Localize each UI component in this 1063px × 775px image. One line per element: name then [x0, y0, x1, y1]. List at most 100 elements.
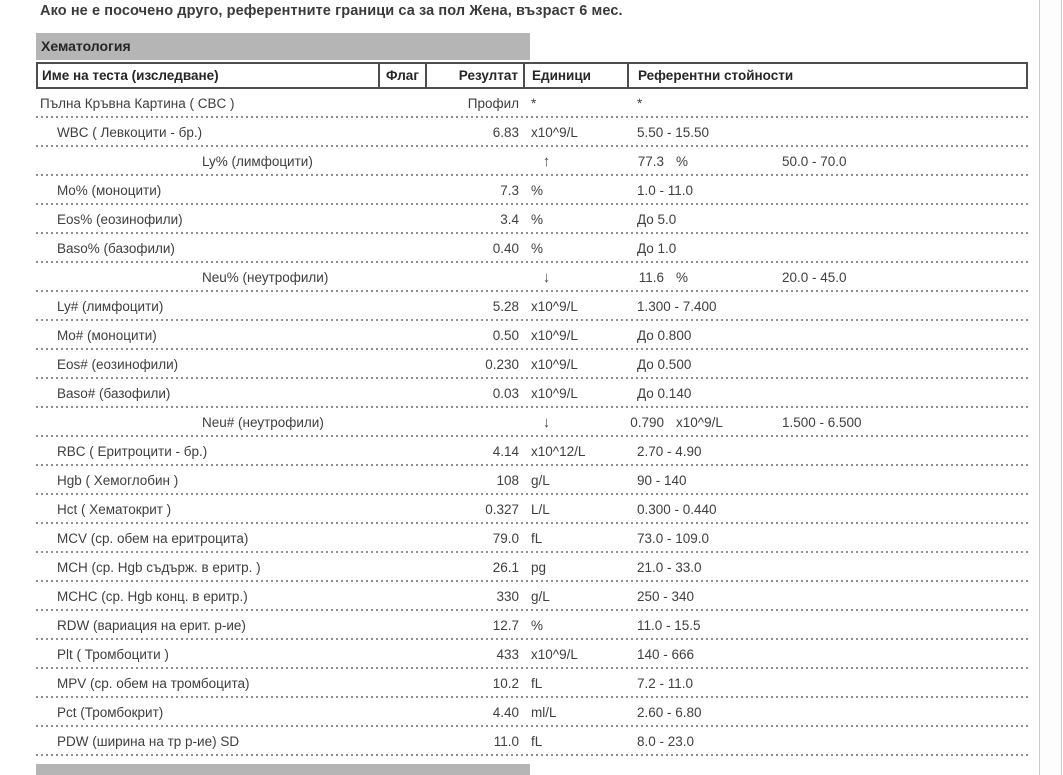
result-cell: 0.50	[492, 328, 519, 343]
table-row: PDW (ширина на тр р-ие) SD 11.0 fL 8.0 - 23…	[36, 727, 1028, 756]
table-row: MCHC (ср. Hgb конц. в еритр.) 330 g/L 250 -…	[36, 582, 1028, 611]
section-title: Хематология	[41, 38, 131, 54]
units-cell: x10^9/L	[531, 647, 578, 662]
units-cell: x10^9/L	[676, 415, 723, 430]
result-cell: 11.0	[493, 734, 519, 749]
test-name-cell: Ly% (лимфоцити)	[202, 154, 313, 169]
result-cell: 108	[496, 473, 519, 488]
result-cell: Профил	[467, 96, 519, 111]
result-cell: 77.3	[637, 154, 664, 169]
result-cell: 5.28	[492, 299, 519, 314]
result-cell: 10.2	[492, 676, 519, 691]
reference-cell: 21.0 - 33.0	[637, 560, 702, 575]
table-row: RDW (вариация на ерит. р-ие) 12.7% 11.0 - …	[36, 611, 1028, 640]
result-cell: 3.4	[500, 212, 519, 227]
units-cell: g/L	[531, 473, 550, 488]
reference-cell: 250 - 340	[637, 589, 695, 604]
table-row: Mo% (моноцити) 7.3% 1.0 - 11.0	[36, 176, 1028, 205]
table-row: Eos# (еозинофили) 0.230 x10^9/L До 0.500	[36, 350, 1028, 379]
reference-cell: 7.2 - 11.0	[637, 676, 694, 691]
result-cell: 0.40	[492, 241, 519, 256]
table-row: Hgb ( Хемоглобин ) 108 g/L 90 - 140	[36, 466, 1028, 495]
units-cell: g/L	[531, 589, 550, 604]
test-name-cell: RDW (вариация на ерит. р-ие)	[57, 618, 246, 633]
result-cell: 330	[496, 589, 519, 604]
column-header-flag: Флаг	[380, 64, 427, 87]
units-cell: %	[531, 618, 544, 633]
flag-cell: ↑	[523, 153, 570, 170]
column-header-reference: Референтни стойности	[638, 68, 794, 83]
reference-note: Ако не е посочено друго, референтните гр…	[40, 3, 623, 19]
test-name-cell: Eos# (еозинофили)	[57, 357, 179, 372]
table-row: Baso% (базофили) 0.40% До 1.0	[36, 234, 1028, 263]
units-cell: *	[531, 96, 537, 111]
table-row: RBC ( Еритроцити - бр.) 4.14 x10^12/L 2.70 …	[36, 437, 1028, 466]
result-cell: 433	[496, 647, 519, 662]
reference-cell: До 5.0	[637, 212, 677, 227]
reference-cell: *	[637, 96, 643, 111]
table-row: Ly% (лимфоцити) ↑ 77.3% 50.0 - 70.0	[36, 147, 1028, 176]
table-row: Plt ( Тромбоцити ) 433 x10^9/L 140 - 666	[36, 640, 1028, 669]
units-cell: %	[676, 270, 689, 285]
units-cell: fL	[531, 734, 543, 749]
test-name-cell: Eos% (еозинофили)	[57, 212, 183, 227]
test-name-cell: Neu# (неутрофили)	[202, 415, 324, 430]
units-cell: x10^9/L	[531, 328, 578, 343]
test-name-cell: Mo% (моноцити)	[57, 183, 162, 198]
table-body: Пълна Кръвна Картина ( CBC ) Профил * * WBC …	[36, 89, 1028, 756]
result-cell: 11.6	[638, 270, 664, 285]
test-name-cell: Hct ( Хематокрит )	[57, 502, 172, 517]
reference-cell: 1.500 - 6.500	[782, 415, 862, 430]
flag-down-icon: ↓	[542, 269, 551, 286]
table-row: Eos% (еозинофили) 3.4% До 5.0	[36, 205, 1028, 234]
table-row: Mo# (моноцити) 0.50 x10^9/L До 0.800	[36, 321, 1028, 350]
test-name-cell: PDW (ширина на тр р-ие) SD	[57, 734, 240, 749]
test-name-cell: Pct (Тромбокрит)	[57, 705, 164, 720]
result-cell: 12.7	[492, 618, 519, 633]
table-row: MCH (ср. Hgb съдърж. в еритр. ) 26.1 pg 21.…	[36, 553, 1028, 582]
result-cell: 4.14	[492, 444, 519, 459]
units-cell: L/L	[531, 502, 550, 517]
reference-cell: 50.0 - 70.0	[782, 154, 847, 169]
test-name-cell: MPV (ср. обем на тромбоцита)	[57, 676, 250, 691]
reference-cell: 1.300 - 7.400	[637, 299, 717, 314]
test-name-cell: MCV (ср. обем на еритроцита)	[57, 531, 249, 546]
reference-cell: 20.0 - 45.0	[782, 270, 847, 285]
reference-cell: 73.0 - 109.0	[637, 531, 710, 546]
table-row: MCV (ср. обем на еритроцита) 79.0 fL 73.0 -…	[36, 524, 1028, 553]
column-header-result: Резултат	[427, 64, 525, 87]
result-cell: 0.230	[485, 357, 519, 372]
table-header-row: Име на теста (изследване) Флаг Резултат …	[36, 62, 1028, 89]
scrollbar-gutter[interactable]	[1039, 0, 1062, 775]
table-row: WBC ( Левкоцити - бр.) 6.83 x10^9/L 5.50 - …	[36, 118, 1028, 147]
test-name-cell: Baso# (базофили)	[57, 386, 171, 401]
reference-cell: До 0.500	[637, 357, 692, 372]
flag-down-icon: ↓	[542, 414, 551, 431]
test-name-cell: Mo# (моноцити)	[57, 328, 157, 343]
reference-cell: 11.0 - 15.5	[637, 618, 701, 633]
table-row: MPV (ср. обем на тромбоцита) 10.2 fL 7.2 - …	[36, 669, 1028, 698]
reference-cell: 5.50 - 15.50	[637, 125, 710, 140]
reference-cell: До 0.140	[637, 386, 692, 401]
table-row: Пълна Кръвна Картина ( CBC ) Профил * *	[36, 89, 1028, 118]
units-cell: %	[531, 241, 544, 256]
test-name-cell: Пълна Кръвна Картина ( CBC )	[40, 96, 235, 111]
column-header-test-name: Име на теста (изследване)	[38, 64, 380, 87]
table-row: Neu# (неутрофили) ↓ 0.790 x10^9/L 1.500 - 6.…	[36, 408, 1028, 437]
result-cell: 79.0	[492, 531, 519, 546]
result-cell: 26.1	[492, 560, 519, 575]
units-cell: fL	[531, 531, 543, 546]
reference-cell: 8.0 - 23.0	[637, 734, 695, 749]
result-cell: 6.83	[492, 125, 519, 140]
units-cell: x10^9/L	[531, 299, 578, 314]
flag-cell: ↓	[523, 414, 570, 431]
table-row: Ly# (лимфоцити) 5.28 x10^9/L 1.300 - 7.400	[36, 292, 1028, 321]
result-cell: 0.03	[492, 386, 519, 401]
units-cell: %	[531, 212, 544, 227]
result-cell: 0.327	[485, 502, 519, 517]
column-header-units: Единици	[525, 64, 629, 87]
units-cell: pg	[531, 560, 547, 575]
reference-cell: 2.60 - 6.80	[637, 705, 702, 720]
reference-cell: До 1.0	[637, 241, 677, 256]
test-name-cell: RBC ( Еритроцити - бр.)	[57, 444, 208, 459]
